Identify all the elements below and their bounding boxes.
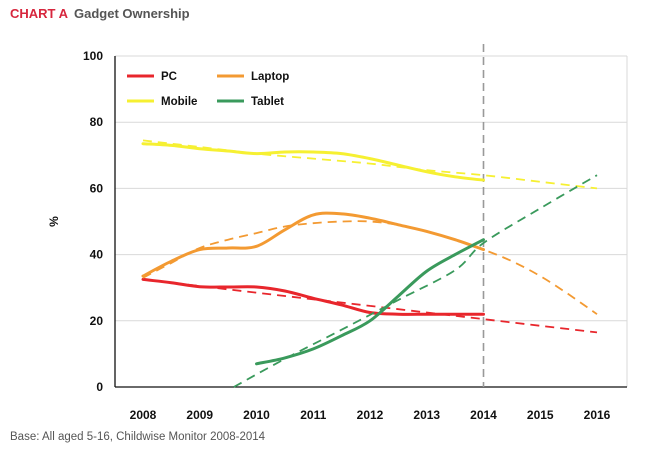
legend-label-pc: PC xyxy=(161,71,177,83)
chart-title-tag: CHART A xyxy=(10,6,69,21)
x-tick-label-2014: 2014 xyxy=(470,408,497,422)
y-tick-label-100: 100 xyxy=(83,49,103,63)
series-tablet-line xyxy=(255,238,485,366)
x-tick-label-2013: 2013 xyxy=(413,408,440,422)
series-mobile-line xyxy=(141,142,485,182)
y-axis-label: % xyxy=(47,216,61,227)
chart-title: CHART A Gadget Ownership xyxy=(10,6,190,21)
x-tick-label-2008: 2008 xyxy=(130,408,157,422)
x-tick-label-2011: 2011 xyxy=(300,408,326,422)
y-tick-label-0: 0 xyxy=(96,380,103,394)
legend-label-laptop: Laptop xyxy=(251,71,289,83)
x-tick-label-2016: 2016 xyxy=(584,408,611,422)
series-pc-line xyxy=(141,277,485,316)
chart-title-text: Gadget Ownership xyxy=(74,6,190,21)
y-tick-label-60: 60 xyxy=(90,181,104,195)
x-tick-label-2012: 2012 xyxy=(357,408,384,422)
series-mobile-trend-line xyxy=(142,139,598,190)
series-pc-trend-line xyxy=(142,278,598,334)
y-tick-label-80: 80 xyxy=(90,115,104,129)
legend-label-tablet: Tablet xyxy=(251,96,284,108)
y-tick-label-40: 40 xyxy=(90,248,104,262)
x-tick-label-2010: 2010 xyxy=(243,408,270,422)
source-note: Base: All aged 5-16, Childwise Monitor 2… xyxy=(10,431,266,443)
x-tick-label-2015: 2015 xyxy=(527,408,554,422)
x-tick-label-2009: 2009 xyxy=(186,408,213,422)
legend-label-mobile: Mobile xyxy=(161,96,197,108)
line-chart: 0 20 40 60 80 100 2008 2009 2010 2011 2012 2013 2014… xyxy=(47,44,628,422)
series-laptop-trend-line xyxy=(142,220,598,315)
y-tick-label-20: 20 xyxy=(90,314,104,328)
series-laptop-line xyxy=(141,211,485,278)
